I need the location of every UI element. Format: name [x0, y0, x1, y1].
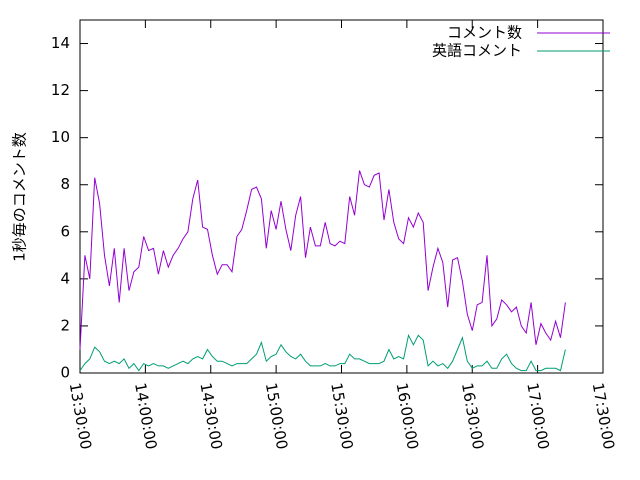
x-tick-label: 16:30:00: [458, 381, 487, 450]
plot-border: [79, 19, 604, 374]
series-line: [79, 170, 566, 350]
x-tick-label: 16:00:00: [393, 381, 422, 450]
x-tick-label: 15:00:00: [262, 381, 291, 450]
y-tick-label: 4: [60, 269, 70, 287]
x-tick-label: 17:00:00: [523, 381, 552, 450]
x-tick-label: 14:00:00: [131, 381, 160, 450]
y-tick-label: 8: [60, 175, 70, 193]
x-tick-label: 14:30:00: [196, 381, 225, 450]
legend-label: 英語コメント: [432, 42, 522, 60]
x-tick-label: 17:30:00: [589, 381, 618, 450]
x-tick-label: 15:30:00: [327, 381, 356, 450]
series-line: [79, 333, 566, 372]
y-tick-label: 6: [60, 222, 70, 240]
x-tick-label: 13:30:00: [66, 381, 95, 450]
legend-label: コメント数: [447, 24, 522, 42]
y-tick-label: 0: [60, 364, 70, 382]
y-tick-label: 14: [51, 34, 70, 52]
y-tick-label: 12: [51, 81, 70, 99]
y-axis-label: 1秒毎のコメント数: [11, 132, 29, 262]
y-tick-label: 10: [51, 128, 70, 146]
y-tick-label: 2: [60, 316, 70, 334]
